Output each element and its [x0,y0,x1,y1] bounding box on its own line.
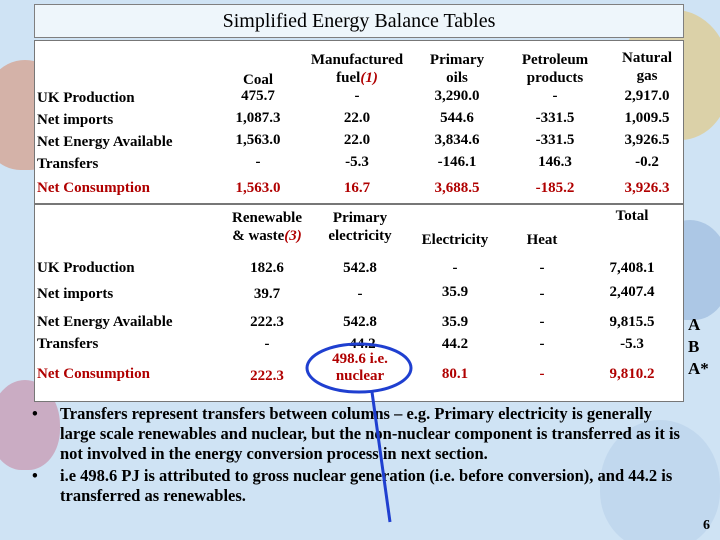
note-item: • i.e 498.6 PJ is attributed to gross nu… [32,466,673,505]
energy-table-2: Renewable & waste(3) Primary electricity … [34,204,684,402]
bullet-icon: • [32,404,38,423]
cell: 7,408.1 [609,260,655,276]
cell: - [255,154,261,170]
header-primary-electricity: Primary electricity [328,210,392,244]
header-natural-gas: Natural gas [622,50,672,84]
cell: 80.1 [441,366,469,382]
header-petroleum-products: Petroleum products [521,52,589,86]
side-label-a: A [688,315,701,334]
cell: - [539,286,545,302]
cell: - [539,366,545,382]
cell: 9,815.5 [609,314,655,330]
cell: -0.2 [635,154,659,170]
row-label-net-energy-available: Net Energy Available [37,314,173,330]
cell: - [539,260,545,276]
energy-table-1: Coal Manufactured fuel(1) Primary oils Pe… [34,40,684,204]
cell: 222.3 [250,314,284,330]
row-label-uk-production: UK Production [37,90,135,106]
header-heat: Heat [526,232,558,248]
cell: 3,834.6 [434,132,480,148]
cell: - [552,88,558,104]
cell: 22.0 [343,132,371,148]
cell: 35.9 [441,314,469,330]
cell: 542.8 [343,314,377,330]
header-coal: Coal [243,72,273,88]
header-total: Total [615,208,649,224]
cell: - [452,260,458,276]
cell: 222.3 [250,368,284,384]
cell: -5.3 [345,154,369,170]
cell: 2,407.4 [609,284,655,300]
header-electricity: Electricity [421,232,489,248]
cell: - [264,336,270,352]
row-label-net-imports: Net imports [37,286,114,302]
cell: 39.7 [253,286,281,302]
cell: 35.9 [441,284,469,300]
cell: -185.2 [535,180,575,196]
side-label-b: B [688,337,700,356]
cell: 544.6 [440,110,474,126]
cell: 44.2 [441,336,469,352]
cell: 1,563.0 [235,180,281,196]
row-label-net-consumption: Net Consumption [37,180,150,196]
row-label-net-consumption: Net Consumption [37,366,150,382]
cell: 542.8 [343,260,377,276]
cell: 3,290.0 [434,88,480,104]
cell: -146.1 [437,154,477,170]
bullet-icon: • [32,466,38,485]
row-label-uk-production: UK Production [37,260,135,276]
cell: 1,563.0 [235,132,281,148]
cell: -5.3 [620,336,644,352]
page-title: Simplified Energy Balance Tables [34,4,684,38]
cell: 3,926.5 [624,132,670,148]
cell: - [539,336,545,352]
note-item: • Transfers represent transfers between … [32,404,680,463]
cell: - [354,88,360,104]
header-renewable-waste: Renewable & waste(3) [232,210,302,244]
cell: 16.7 [343,180,371,196]
cell: 3,688.5 [434,180,480,196]
cell: -331.5 [535,110,575,126]
cell: 182.6 [250,260,284,276]
cell: - [357,286,363,302]
nuclear-cell: 498.6 i.e. nuclear [332,351,388,384]
row-label-transfers: Transfers [37,336,99,352]
row-label-net-imports: Net imports [37,112,114,128]
cell: -331.5 [535,132,575,148]
notes-list: • Transfers represent transfers between … [30,404,680,508]
cell: 1,087.3 [235,110,281,126]
cell: 2,917.0 [624,88,670,104]
row-label-transfers: Transfers [37,156,99,172]
page-number: 6 [703,518,710,533]
cell: 22.0 [343,110,371,126]
cell: 3,926.3 [624,180,670,196]
cell: 1,009.5 [624,110,670,126]
cell: - [539,314,545,330]
header-primary-oils: Primary oils [429,52,485,86]
side-label-a-star: A* [688,359,709,378]
row-label-net-energy-available: Net Energy Available [37,134,173,150]
cell: 475.7 [241,88,275,104]
cell: 146.3 [538,154,572,170]
cell: 9,810.2 [609,366,655,382]
header-manufactured: Manufactured fuel(1) [310,52,404,86]
